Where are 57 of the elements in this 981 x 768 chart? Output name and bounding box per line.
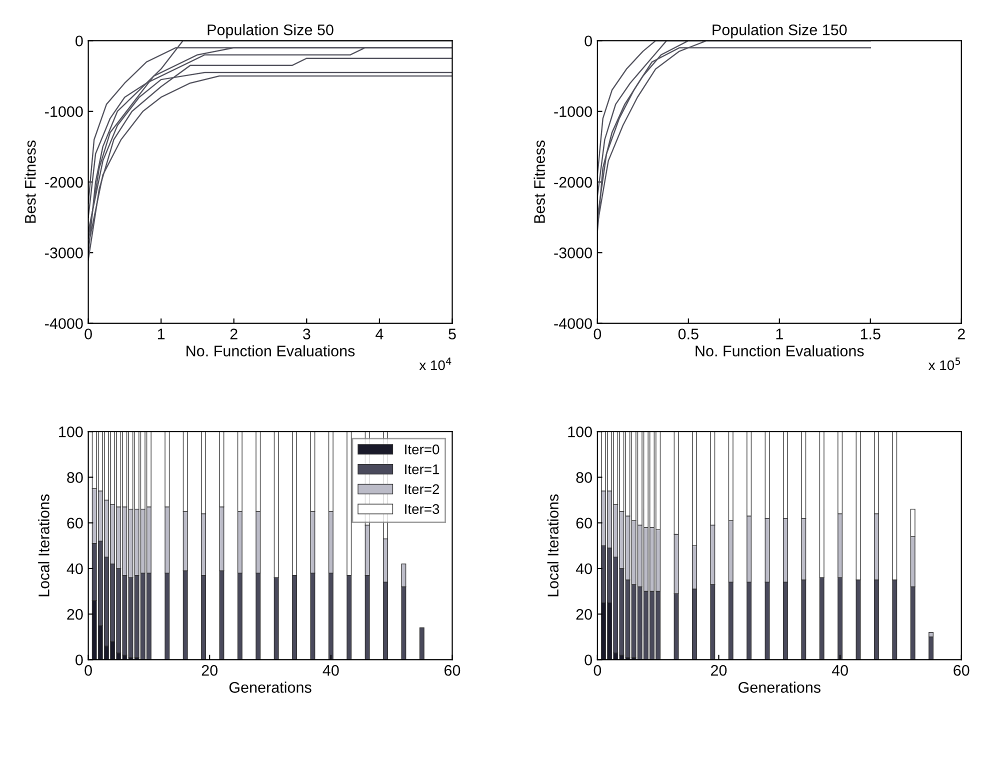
x-axis-title: Generations — [738, 682, 820, 693]
legend-label: Iter=3 — [405, 504, 440, 514]
y-tick-label: 80 — [67, 472, 83, 483]
x-tick-label: 40 — [832, 664, 848, 676]
y-tick-label: -2000 — [45, 176, 83, 188]
x-tick-label: 2 — [230, 328, 238, 340]
y-axis-title: Best Fitness — [24, 140, 36, 223]
x-tick-label: 20 — [711, 664, 727, 676]
x-tick-label: 3 — [302, 328, 310, 340]
y-tick-label: -3000 — [45, 248, 83, 258]
y-tick-label: 0 — [584, 36, 592, 46]
x-tick-label: 1.5 — [860, 328, 880, 340]
y-tick-label: 100 — [59, 426, 83, 438]
y-tick-label: -4000 — [554, 318, 592, 330]
legend-label: Iter=0 — [405, 444, 440, 454]
x-tick-label: 0 — [594, 664, 602, 676]
x-tick-label: 4 — [376, 328, 384, 340]
y-tick-label: 80 — [576, 472, 592, 483]
text: x 10$^{4}$ — [419, 358, 452, 370]
y-tick-label: 0 — [76, 36, 83, 46]
y-tick-label: -2000 — [554, 176, 592, 188]
x-tick-label: 0 — [84, 664, 92, 676]
x-tick-label: 60 — [444, 664, 460, 676]
y-tick-label: -3000 — [554, 248, 592, 258]
y-tick-label: 100 — [568, 426, 592, 438]
y-axis-title: Best Fitness — [534, 140, 545, 223]
legend-label: Iter=1 — [405, 464, 440, 474]
text: x 10$^{5}$ — [928, 358, 960, 370]
y-axis-title: Local Iterations — [38, 494, 50, 596]
y-tick-label: 60 — [576, 518, 592, 529]
x-tick-label: 0 — [594, 328, 602, 340]
x-tick-label: 2 — [958, 328, 965, 340]
chart-title: Population Size 50 — [208, 24, 334, 38]
y-tick-label: 0 — [76, 654, 83, 666]
x-tick-label: 0 — [84, 328, 92, 340]
x-tick-label: 60 — [954, 664, 970, 676]
y-tick-label: 40 — [576, 563, 592, 574]
x-tick-label: 40 — [322, 664, 339, 676]
x-tick-label: 5 — [448, 328, 456, 340]
x-axis-title: No. Function Evaluations — [696, 345, 864, 356]
x-tick-label: 0.5 — [678, 328, 698, 340]
chart-title: Population Size 150 — [712, 24, 847, 38]
y-tick-label: -1000 — [554, 106, 592, 118]
y-tick-label: 0 — [584, 654, 592, 666]
y-tick-label: 40 — [66, 563, 83, 574]
x-axis-title: No. Function Evaluations — [186, 345, 355, 356]
x-axis-title: Generations — [229, 682, 312, 693]
x-tick-label: 20 — [202, 664, 218, 676]
x-tick-label: 1 — [776, 328, 783, 340]
y-tick-label: -1000 — [45, 106, 83, 118]
y-tick-label: 20 — [576, 608, 592, 620]
legend-label: Iter=2 — [405, 484, 440, 494]
y-tick-label: -4000 — [45, 318, 83, 330]
y-tick-label: 20 — [67, 608, 83, 620]
y-tick-label: 60 — [67, 518, 83, 529]
y-axis-title: Local Iterations — [547, 494, 559, 596]
x-tick-label: 1 — [158, 328, 165, 340]
